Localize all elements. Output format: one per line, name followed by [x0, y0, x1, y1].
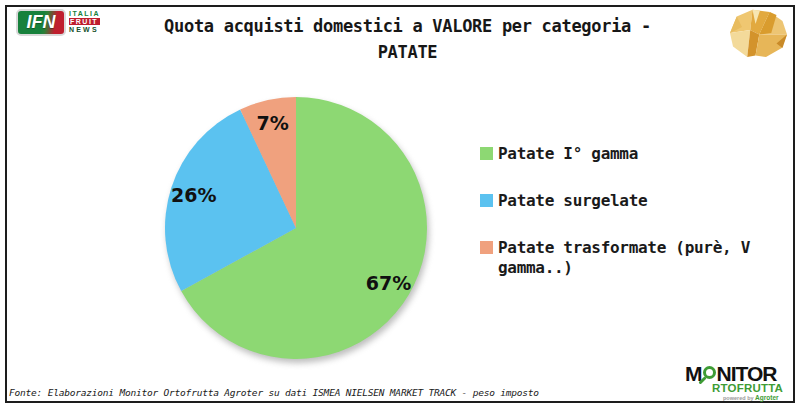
ifn-word-news: NEWS: [69, 26, 100, 33]
infographic-canvas: IFN ITALIA FRUIT NEWS Quota acquisti dom…: [0, 0, 800, 408]
page-title-line1: Quota acquisti domestici a VALORE per ca…: [100, 13, 715, 39]
legend-label: Patate trasformate (purè, V gamma..): [498, 238, 756, 278]
legend-item: Patate trasformate (purè, V gamma..): [480, 238, 756, 278]
page-title: Quota acquisti domestici a VALORE per ca…: [100, 13, 715, 65]
pie-slice-label: 26%: [171, 184, 216, 206]
pie-chart: 67% 26% 7%: [155, 87, 437, 373]
pie-slice-label: 67%: [366, 272, 411, 294]
ifn-badge-icon: IFN: [16, 9, 66, 36]
ifn-wordmark: ITALIA FRUIT NEWS: [69, 10, 100, 33]
ifn-word-fruit: FRUIT: [69, 18, 100, 25]
legend-swatch-icon: [480, 194, 493, 207]
source-note: Fonte: Elaborazioni Monitor Ortofrutta A…: [9, 387, 539, 398]
ifn-logo: IFN ITALIA FRUIT NEWS: [16, 9, 100, 36]
legend-swatch-icon: [480, 241, 493, 254]
legend-item: Patate I° gamma: [480, 144, 756, 164]
chart-legend: Patate I° gamma Patate surgelate Patate tr…: [480, 144, 756, 305]
legend-item: Patate surgelate: [480, 191, 756, 211]
legend-label: Patate I° gamma: [498, 144, 638, 164]
legend-swatch-icon: [480, 147, 493, 160]
page-title-line2: PATATE: [100, 39, 715, 65]
monitor-ortofrutta-logo: M NITOR RTOFRUTTA powered by Agroter: [685, 364, 791, 401]
legend-label: Patate surgelate: [498, 191, 647, 211]
pie-slice-label: 7%: [256, 112, 288, 134]
magnifier-icon: [702, 366, 717, 381]
potato-logo-icon: [716, 6, 792, 60]
monitor-logo-ortofrutta: RTOFRUTTA: [712, 382, 791, 394]
monitor-logo-nitor: NITOR: [717, 364, 777, 384]
monitor-logo-powered: powered by Agroter: [723, 394, 791, 401]
ifn-word-italia: ITALIA: [69, 10, 100, 17]
